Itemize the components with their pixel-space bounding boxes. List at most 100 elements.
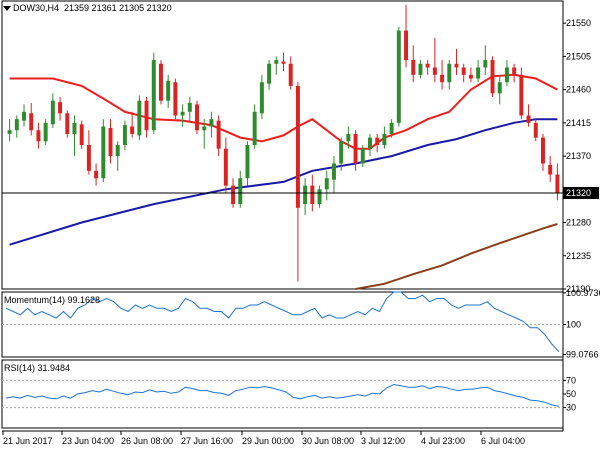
rsi-tick-label: 70 xyxy=(566,375,576,385)
dropdown-triangle-icon[interactable] xyxy=(3,6,11,11)
candle-body xyxy=(526,115,531,123)
candle-body xyxy=(540,137,545,164)
candle-body xyxy=(519,74,524,116)
candle-body xyxy=(382,133,387,145)
pane-border-rsi xyxy=(1,359,564,429)
pane-border-main xyxy=(1,0,564,290)
rsi-line xyxy=(5,383,560,407)
momentum-line xyxy=(5,291,560,353)
candle-body xyxy=(368,137,372,149)
time-tick-label: 29 Jun 00:00 xyxy=(242,436,294,446)
price-tick-label: 21280 xyxy=(566,218,591,228)
candle-body xyxy=(151,60,156,131)
candle-body xyxy=(468,74,473,79)
momentum-label: Momentum(14) 99.1628 xyxy=(4,295,101,305)
candle-body xyxy=(533,122,538,138)
candle-body xyxy=(122,125,127,145)
candle-body xyxy=(375,137,380,145)
candle-body xyxy=(512,67,517,75)
candle-body xyxy=(447,63,452,83)
candle-body xyxy=(353,133,358,164)
price-tick-label: 21460 xyxy=(566,85,591,95)
candle-body xyxy=(288,63,293,86)
candle-body xyxy=(202,126,207,131)
candle-body xyxy=(72,122,77,134)
candle-body xyxy=(461,67,466,75)
candle-body xyxy=(404,30,409,61)
candle-body xyxy=(137,100,142,136)
candle-body xyxy=(65,113,70,134)
candle-body xyxy=(231,185,236,205)
candle-body xyxy=(331,163,336,180)
time-tick-label: 23 Jun 04:00 xyxy=(62,436,114,446)
candle-body xyxy=(209,119,214,127)
candle-body xyxy=(490,60,495,94)
candle-body xyxy=(389,122,394,134)
candle-body xyxy=(94,170,99,179)
moving-average-line xyxy=(355,223,558,290)
time-tick-label: 26 Jun 08:00 xyxy=(121,436,173,446)
candle-body xyxy=(310,185,315,205)
price-tick-label: 21235 xyxy=(566,251,591,261)
candle-body xyxy=(425,63,430,68)
candle-body xyxy=(267,63,272,84)
time-tick-label: 3 Jul 12:00 xyxy=(361,436,405,446)
candle-body xyxy=(440,74,445,83)
candle-body xyxy=(281,61,286,64)
candle-body xyxy=(504,67,509,83)
candle-body xyxy=(43,122,48,142)
rsi-tick-label: 50 xyxy=(566,389,576,399)
candle-body xyxy=(180,111,185,116)
candle-body xyxy=(418,63,423,75)
candle-body xyxy=(454,63,459,68)
rsi-tick-label: 30 xyxy=(566,403,576,413)
candle-body xyxy=(317,189,322,205)
candle-body xyxy=(79,124,84,145)
candle-body xyxy=(346,133,351,142)
momentum-tick-label: 100 xyxy=(566,320,581,330)
price-tick-label: 21190 xyxy=(566,284,590,294)
candle-body xyxy=(497,82,502,94)
candle-body xyxy=(29,113,34,131)
moving-average-line xyxy=(9,73,558,150)
candle-body xyxy=(86,145,91,171)
momentum-tick-label: 100.9736 xyxy=(566,288,600,298)
candle-body xyxy=(303,185,308,205)
time-tick-label: 4 Jul 23:00 xyxy=(421,436,465,446)
candle-body xyxy=(115,145,120,157)
candle-body xyxy=(476,67,481,79)
candle-body xyxy=(173,82,178,116)
candle-body xyxy=(555,174,560,193)
time-tick-label: 30 Jun 08:00 xyxy=(302,436,354,446)
candle-body xyxy=(396,30,401,123)
candle-body xyxy=(295,85,300,208)
candle-body xyxy=(36,130,41,142)
candle-body xyxy=(252,111,257,145)
candle-body xyxy=(108,128,113,157)
candle-body xyxy=(223,148,228,186)
candle-body xyxy=(195,104,199,131)
price-tick-label: 21505 xyxy=(566,51,591,61)
candle-body xyxy=(14,119,19,131)
time-tick-label: 27 Jun 16:00 xyxy=(181,436,233,446)
candle-body xyxy=(483,60,488,68)
candle-body xyxy=(101,126,106,179)
time-tick-label: 6 Jul 04:00 xyxy=(481,436,525,446)
candle-body xyxy=(339,141,344,164)
chart-header: DOW30,H4 21359 21361 21305 21320 xyxy=(13,3,172,13)
candle-body xyxy=(274,60,279,64)
candle-body xyxy=(50,100,55,125)
momentum-tick-label: 99.0766 xyxy=(566,350,599,360)
candle-body xyxy=(216,120,221,149)
candle-body xyxy=(7,130,12,134)
ohlc-label: 21359 21361 21305 21320 xyxy=(64,3,172,13)
time-tick-label: 21 Jun 2017 xyxy=(3,436,53,446)
price-tick-label: 21415 xyxy=(566,118,591,128)
candle-body xyxy=(187,102,192,112)
candle-body xyxy=(158,63,163,101)
candle-body xyxy=(130,126,135,134)
candle-body xyxy=(166,80,171,101)
candle-body xyxy=(432,67,437,75)
symbol-label: DOW30,H4 xyxy=(13,3,60,13)
